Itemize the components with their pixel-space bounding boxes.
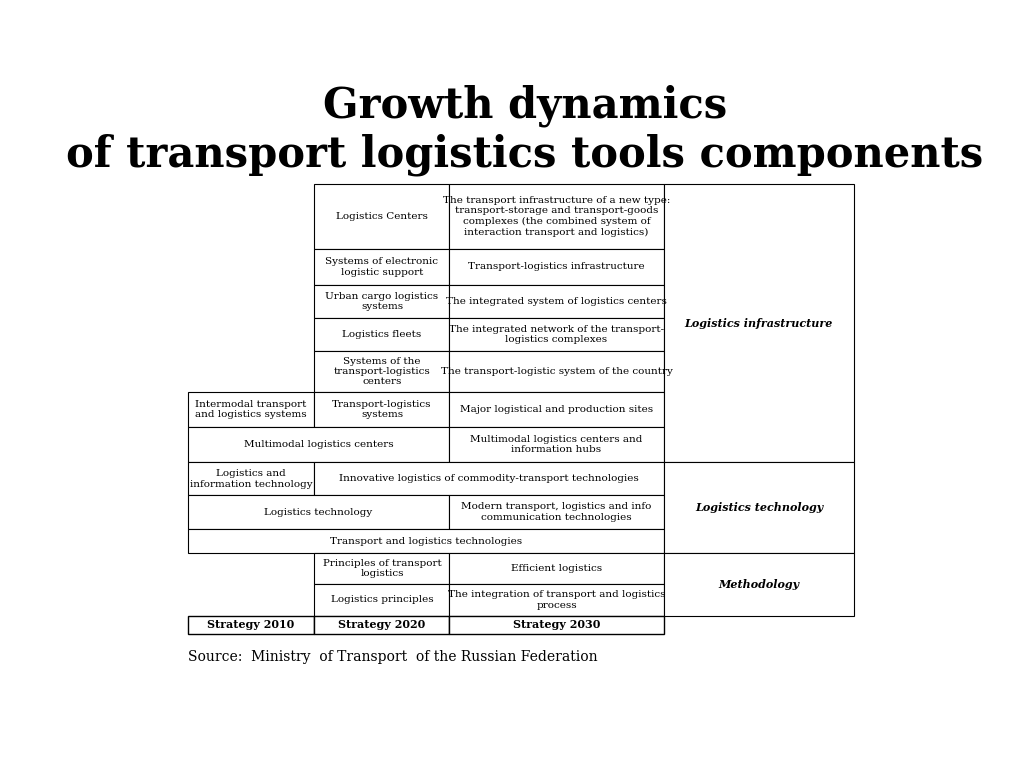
Text: Strategy 2020: Strategy 2020 [338, 620, 426, 631]
Bar [664, 184, 854, 462]
Bar [450, 554, 664, 584]
Text: Logistics and
information technology: Logistics and information technology [189, 469, 312, 488]
Text: Growth dynamics
of transport logistics tools components: Growth dynamics of transport logistics t… [67, 84, 983, 177]
Text: Transport-logistics
systems: Transport-logistics systems [332, 399, 432, 419]
Text: Principles of transport
logistics: Principles of transport logistics [323, 559, 441, 578]
Bar [314, 392, 450, 427]
Text: Efficient logistics: Efficient logistics [511, 564, 602, 573]
Text: Systems of the
transport-logistics
centers: Systems of the transport-logistics cente… [334, 356, 430, 386]
Bar [314, 318, 450, 351]
Text: Source:  Ministry  of Transport  of the Russian Federation: Source: Ministry of Transport of the Rus… [187, 650, 597, 664]
Bar [314, 351, 450, 392]
Text: Multimodal logistics centers and
information hubs: Multimodal logistics centers and informa… [470, 435, 643, 455]
Bar [314, 462, 664, 495]
Text: The integrated network of the transport-
logistics complexes: The integrated network of the transport-… [449, 325, 665, 344]
Bar [187, 462, 314, 495]
Text: Logistics technology: Logistics technology [695, 502, 823, 513]
Text: Innovative logistics of commodity-transport technologies: Innovative logistics of commodity-transp… [339, 475, 639, 483]
Text: The integrated system of logistics centers: The integrated system of logistics cente… [446, 297, 667, 306]
Bar [664, 554, 854, 615]
Text: Logistics technology: Logistics technology [264, 508, 373, 517]
Text: Logistics principles: Logistics principles [331, 595, 433, 604]
Bar [314, 184, 450, 249]
Text: Strategy 2010: Strategy 2010 [208, 620, 295, 631]
Bar [664, 462, 854, 554]
Bar [450, 285, 664, 318]
Bar [187, 495, 450, 528]
Text: Logistics fleets: Logistics fleets [342, 330, 422, 339]
Text: Strategy 2030: Strategy 2030 [513, 620, 600, 631]
Bar [314, 584, 450, 615]
Bar [450, 249, 664, 285]
Bar [450, 392, 664, 427]
Bar [187, 427, 450, 462]
Bar [450, 184, 664, 249]
Bar [450, 584, 664, 615]
Bar [314, 285, 450, 318]
Bar [187, 528, 664, 554]
Text: Logistics Centers: Logistics Centers [336, 212, 428, 221]
Text: Logistics infrastructure: Logistics infrastructure [685, 318, 834, 329]
Bar [187, 615, 314, 634]
Text: Systems of electronic
logistic support: Systems of electronic logistic support [326, 257, 438, 276]
Text: The transport-logistic system of the country: The transport-logistic system of the cou… [440, 367, 673, 376]
Bar [450, 427, 664, 462]
Text: Modern transport, logistics and info
communication technologies: Modern transport, logistics and info com… [462, 502, 651, 521]
Text: Transport and logistics technologies: Transport and logistics technologies [330, 537, 521, 545]
Text: Urban cargo logistics
systems: Urban cargo logistics systems [326, 292, 438, 311]
Text: Major logistical and production sites: Major logistical and production sites [460, 405, 653, 414]
Text: The transport infrastructure of a new type:
transport-storage and transport-good: The transport infrastructure of a new ty… [442, 196, 671, 237]
Text: Methodology: Methodology [719, 579, 800, 590]
Text: Transport-logistics infrastructure: Transport-logistics infrastructure [468, 263, 645, 271]
Text: Intermodal transport
and logistics systems: Intermodal transport and logistics syste… [196, 399, 307, 419]
Bar [450, 318, 664, 351]
Text: Multimodal logistics centers: Multimodal logistics centers [244, 440, 393, 449]
Bar [450, 495, 664, 528]
Bar [314, 249, 450, 285]
Bar [450, 351, 664, 392]
Bar [314, 554, 450, 584]
Text: The integration of transport and logistics
process: The integration of transport and logisti… [447, 590, 666, 610]
Bar [450, 615, 664, 634]
Bar [187, 392, 314, 427]
Bar [314, 615, 450, 634]
